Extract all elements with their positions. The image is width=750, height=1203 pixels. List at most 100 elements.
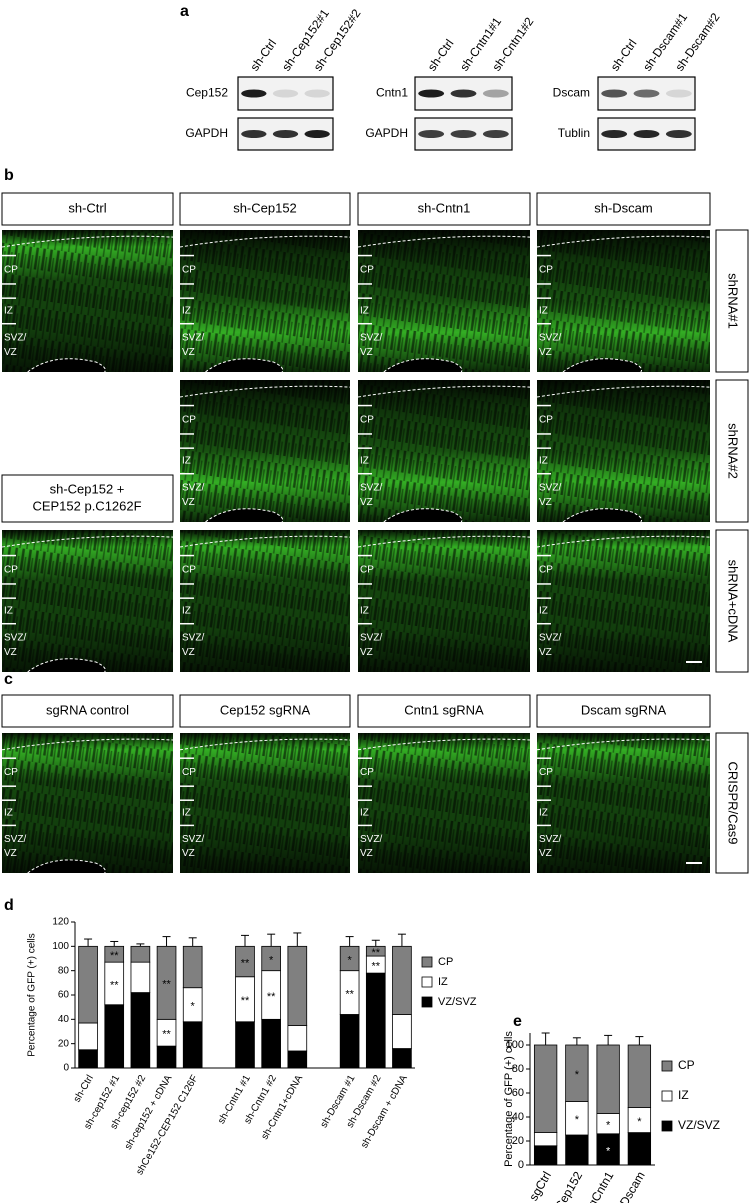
significance: ** bbox=[267, 991, 276, 1003]
zone-label: IZ bbox=[360, 606, 369, 617]
ventricle bbox=[27, 859, 106, 874]
error-bar bbox=[371, 939, 380, 947]
zone-label: SVZ/ bbox=[539, 483, 561, 494]
ventricle bbox=[27, 358, 106, 373]
y-tick-label: 100 bbox=[506, 1039, 524, 1051]
pial-surface bbox=[536, 235, 711, 248]
zone-label: SVZ/ bbox=[182, 834, 204, 845]
micrograph-texture bbox=[358, 230, 530, 372]
row-label-box bbox=[715, 379, 749, 523]
significance: * bbox=[606, 1145, 611, 1157]
header-label: Dscam sgRNA bbox=[581, 702, 667, 717]
row-label: CRISPR/Cas9 bbox=[726, 761, 741, 844]
ventricle bbox=[383, 358, 463, 373]
row-label: GAPDH bbox=[185, 126, 228, 140]
zone-label: CP bbox=[360, 564, 374, 575]
lane-label: sh-Ctrl bbox=[247, 37, 279, 74]
zone-label: IZ bbox=[4, 306, 13, 317]
zone-label: CP bbox=[360, 414, 374, 425]
micrograph-texture bbox=[537, 530, 710, 672]
row-label-box bbox=[715, 529, 749, 673]
error-bar bbox=[136, 943, 145, 947]
bar-segment bbox=[627, 1132, 652, 1166]
zone-label: IZ bbox=[539, 456, 548, 467]
pial-surface bbox=[1, 738, 174, 751]
y-tick-label: 0 bbox=[518, 1159, 524, 1171]
error-bar bbox=[188, 937, 197, 947]
zone-label: SVZ/ bbox=[182, 633, 204, 644]
zone-label: CP bbox=[360, 767, 374, 778]
zone-label: CP bbox=[539, 414, 553, 425]
error-bar bbox=[345, 936, 354, 947]
bar-segment bbox=[78, 945, 98, 1024]
micrograph-texture bbox=[2, 530, 173, 672]
legend-swatch bbox=[421, 996, 433, 1008]
ventricle bbox=[383, 508, 463, 523]
row-label-box bbox=[715, 229, 749, 373]
x-tick-label: sh-Ctrl bbox=[72, 1073, 96, 1104]
zone-label: IZ bbox=[4, 606, 13, 617]
zone-label: VZ bbox=[360, 347, 373, 358]
header-box bbox=[1, 694, 174, 728]
header-label: sh-Cep152 bbox=[233, 200, 297, 215]
blot-band bbox=[482, 89, 509, 98]
micrograph-texture bbox=[537, 230, 710, 372]
micrograph-texture bbox=[537, 380, 710, 522]
zone-label: VZ bbox=[539, 647, 552, 658]
zone-label: IZ bbox=[360, 807, 369, 818]
bar-segment bbox=[130, 961, 151, 993]
row-label: Cntn1 bbox=[376, 86, 408, 100]
legend-label: CP bbox=[678, 1058, 695, 1072]
zone-label: VZ bbox=[360, 497, 373, 508]
y-tick-label: 20 bbox=[512, 1135, 524, 1147]
zone-label: IZ bbox=[182, 306, 191, 317]
y-tick-label: 40 bbox=[58, 1014, 70, 1025]
y-tick-label: 80 bbox=[58, 965, 70, 976]
blot-band bbox=[272, 130, 299, 138]
blot-band bbox=[450, 130, 477, 138]
row-label: shRNA#2 bbox=[726, 423, 741, 479]
error-bar bbox=[241, 934, 249, 947]
micrograph-texture bbox=[537, 733, 710, 873]
significance: ** bbox=[110, 979, 119, 991]
legend-swatch bbox=[661, 1060, 673, 1072]
bar-segment bbox=[565, 1134, 589, 1166]
blot-band bbox=[450, 89, 477, 98]
x-tick-label: sgCep152 bbox=[546, 1169, 586, 1203]
legend-label: VZ/SVZ bbox=[438, 996, 477, 1008]
rescue-box bbox=[1, 474, 174, 523]
significance: ** bbox=[241, 995, 250, 1007]
row-label: shRNA#1 bbox=[726, 273, 741, 329]
legend-swatch bbox=[421, 956, 433, 968]
row-label: GAPDH bbox=[365, 126, 408, 140]
header-box bbox=[357, 192, 531, 226]
micrograph-texture bbox=[2, 230, 173, 372]
zone-label: SVZ/ bbox=[182, 483, 204, 494]
zone-label: VZ bbox=[182, 848, 195, 859]
blot-band bbox=[418, 89, 445, 98]
header-box bbox=[179, 192, 351, 226]
significance: ** bbox=[162, 979, 171, 991]
bar-segment bbox=[287, 1025, 308, 1052]
zone-label: VZ bbox=[539, 347, 552, 358]
significance: * bbox=[347, 954, 352, 966]
panel-label: c bbox=[4, 671, 13, 688]
header-label: sh-Cntn1 bbox=[418, 200, 471, 215]
row-label: shRNA+cDNA bbox=[726, 560, 741, 643]
row-label: Tublin bbox=[558, 126, 590, 140]
header-box bbox=[1, 192, 174, 226]
blot-band bbox=[241, 89, 267, 98]
x-tick-label: sgCntn1 bbox=[582, 1169, 617, 1203]
pial-surface bbox=[536, 738, 711, 751]
zone-label: IZ bbox=[182, 606, 191, 617]
error-bar bbox=[541, 1032, 550, 1045]
blot-band bbox=[482, 130, 509, 138]
panel-label: d bbox=[4, 897, 14, 914]
bar-segment bbox=[392, 1014, 412, 1049]
legend-swatch bbox=[421, 976, 433, 988]
zone-label: IZ bbox=[182, 456, 191, 467]
pial-surface bbox=[179, 535, 351, 548]
significance: ** bbox=[371, 960, 380, 972]
zone-label: CP bbox=[360, 264, 374, 275]
